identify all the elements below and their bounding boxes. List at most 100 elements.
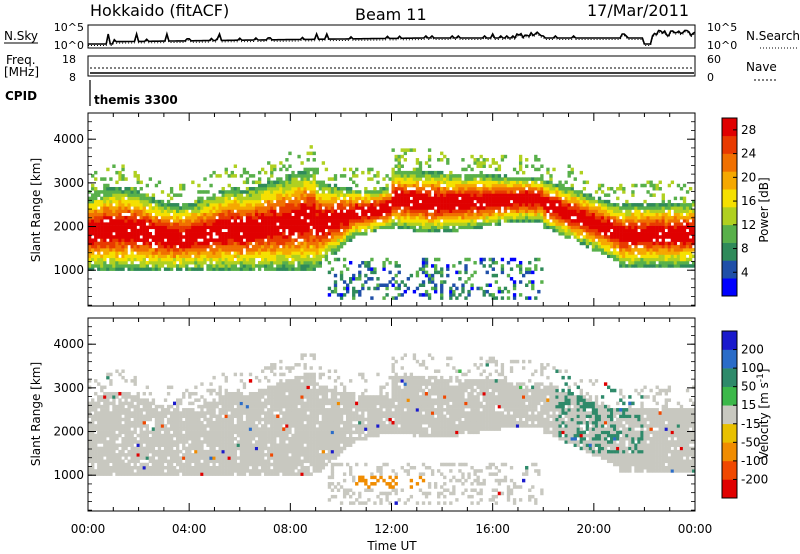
power-cell	[670, 264, 675, 268]
power-cell	[288, 209, 292, 214]
velocity-cell	[97, 382, 101, 386]
power-cell	[100, 241, 104, 246]
power-cell	[561, 203, 565, 207]
velocity-cell	[106, 469, 110, 473]
power-cell	[91, 248, 95, 252]
power-cell	[579, 238, 583, 242]
velocity-cell	[148, 411, 153, 415]
power-cell	[203, 228, 207, 233]
power-cell	[327, 228, 332, 233]
power-cell	[206, 196, 210, 201]
velocity-cell	[121, 391, 125, 396]
power-cell	[227, 196, 231, 201]
power-cell	[197, 248, 201, 252]
power-cell	[218, 222, 222, 226]
power-cell	[540, 267, 544, 271]
power-cell	[339, 293, 344, 297]
power-cell	[97, 241, 101, 246]
power-cell	[224, 219, 228, 223]
power-cell	[367, 190, 371, 194]
power-cell	[622, 206, 626, 210]
velocity-cell	[124, 456, 128, 460]
power-cell	[370, 257, 374, 262]
power-cell	[118, 174, 122, 178]
power-cell	[345, 235, 350, 239]
power-cell	[200, 203, 204, 207]
power-cell	[549, 186, 553, 191]
power-cell	[273, 193, 277, 197]
power-cell	[649, 228, 653, 233]
power-cell	[613, 235, 617, 239]
power-cell	[279, 215, 283, 220]
power-cell	[239, 267, 244, 271]
power-cell	[297, 174, 301, 178]
power-cell	[570, 225, 574, 230]
power-cell	[336, 232, 341, 236]
power-cell	[443, 174, 447, 178]
power-cell	[327, 232, 332, 236]
power-cell	[494, 190, 499, 194]
power-cell	[491, 293, 495, 297]
power-cell	[145, 251, 149, 255]
power-cell	[421, 219, 426, 223]
power-cell	[427, 212, 432, 217]
power-cell	[403, 190, 407, 194]
power-cell	[191, 232, 195, 236]
power-cell	[412, 228, 417, 233]
power-cell	[479, 257, 483, 262]
power-cell	[139, 206, 143, 210]
power-cell	[166, 209, 171, 214]
power-cell	[279, 190, 283, 194]
power-cell	[430, 222, 435, 226]
power-cell	[109, 267, 113, 271]
power-cell	[145, 260, 149, 265]
power-cell	[300, 228, 304, 233]
velocity-cell	[97, 420, 101, 425]
power-cell	[100, 206, 104, 210]
power-cell	[391, 222, 395, 226]
power-cell	[543, 206, 547, 210]
power-cell	[509, 206, 514, 210]
power-cell	[224, 193, 228, 197]
velocity-cell	[148, 449, 153, 454]
power-cell	[163, 203, 168, 207]
velocity-cell	[130, 446, 134, 451]
power-cell	[543, 203, 547, 207]
power-cell	[188, 235, 192, 239]
power-cell	[303, 232, 307, 236]
power-cell	[315, 219, 319, 223]
power-cell	[449, 199, 453, 204]
power-cell	[139, 267, 143, 271]
power-cell	[188, 232, 192, 236]
power-cell	[452, 228, 456, 233]
power-cell	[157, 199, 162, 204]
velocity-cell	[145, 446, 149, 451]
power-cell	[585, 199, 590, 204]
power-cell	[361, 203, 365, 207]
velocity-cell	[124, 401, 128, 406]
power-cell	[573, 190, 577, 194]
power-cell	[367, 219, 371, 223]
velocity-cell	[103, 417, 107, 422]
velocity-cell	[100, 469, 104, 473]
power-cell	[127, 209, 131, 214]
velocity-cell	[139, 401, 143, 406]
power-cell	[276, 177, 280, 181]
velocity-cell	[136, 446, 140, 451]
velocity-cell	[106, 411, 110, 415]
power-cell	[427, 148, 432, 152]
power-cell	[209, 244, 213, 249]
power-cell	[494, 203, 499, 207]
power-cell	[273, 167, 277, 172]
velocity-cell	[112, 449, 116, 454]
power-cell	[628, 203, 632, 207]
velocity-cell	[103, 424, 107, 428]
power-cell	[309, 212, 313, 217]
power-cell	[628, 222, 632, 226]
power-cell	[437, 257, 441, 262]
power-cell	[88, 203, 92, 207]
power-cell	[212, 196, 216, 201]
power-cell	[458, 293, 462, 297]
velocity-cell	[124, 420, 128, 425]
power-cell	[367, 225, 371, 230]
